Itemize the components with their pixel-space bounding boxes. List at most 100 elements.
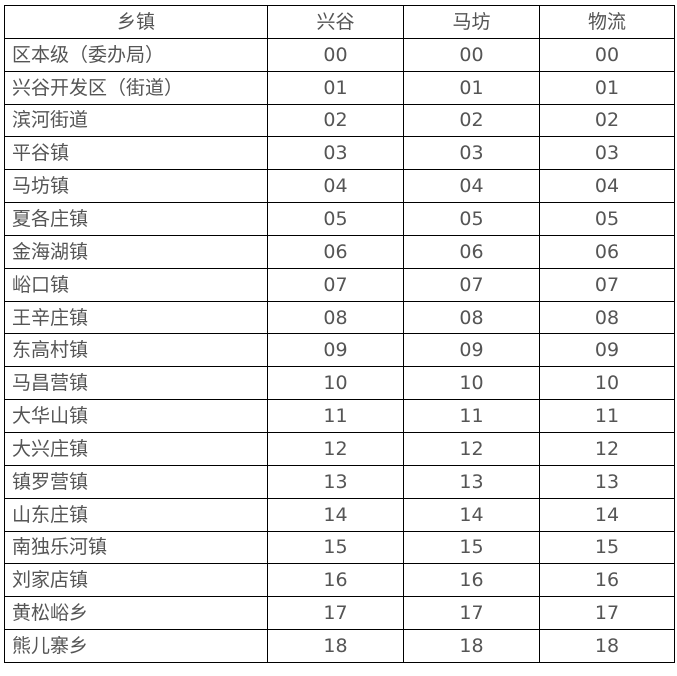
mafang-cell: 09: [403, 333, 540, 368]
table-row: 金海湖镇 06 06 06: [4, 234, 675, 269]
wuliu-cell: 08: [539, 300, 675, 335]
mafang-cell: 01: [403, 70, 540, 105]
mafang-cell: 08: [403, 300, 540, 335]
wuliu-cell: 17: [539, 596, 675, 631]
mafang-cell: 03: [403, 136, 540, 171]
xinggu-cell: 16: [267, 563, 404, 598]
township-cell: 大兴庄镇: [4, 431, 268, 466]
xinggu-cell: 17: [267, 596, 404, 631]
table-row: 山东庄镇 14 14 14: [4, 497, 675, 532]
mafang-cell: 07: [403, 267, 540, 302]
township-cell: 大华山镇: [4, 399, 268, 433]
table-row: 南独乐河镇 15 15 15: [4, 530, 675, 565]
table-row: 东高村镇 09 09 09: [4, 333, 675, 368]
table-row: 马坊镇 04 04 04: [4, 169, 675, 204]
header-row: 乡镇 兴谷 马坊 物流: [4, 5, 675, 39]
township-cell: 平谷镇: [4, 136, 268, 171]
xinggu-cell: 12: [267, 431, 404, 466]
table-row: 兴谷开发区（街道） 01 01 01: [4, 70, 675, 105]
mafang-cell: 00: [403, 37, 540, 72]
xinggu-cell: 18: [267, 629, 404, 663]
xinggu-cell: 05: [267, 202, 404, 236]
wuliu-cell: 18: [539, 629, 675, 663]
header-xinggu: 兴谷: [267, 5, 404, 39]
xinggu-cell: 14: [267, 497, 404, 532]
wuliu-cell: 09: [539, 333, 675, 368]
township-cell: 熊儿寨乡: [4, 629, 268, 663]
mafang-cell: 04: [403, 169, 540, 204]
xinggu-cell: 02: [267, 103, 404, 138]
mafang-cell: 15: [403, 530, 540, 565]
xinggu-cell: 15: [267, 530, 404, 565]
wuliu-cell: 03: [539, 136, 675, 171]
wuliu-cell: 11: [539, 399, 675, 433]
mafang-cell: 10: [403, 366, 540, 401]
township-cell: 兴谷开发区（街道）: [4, 70, 268, 105]
xinggu-cell: 10: [267, 366, 404, 401]
xinggu-cell: 00: [267, 37, 404, 72]
xinggu-cell: 03: [267, 136, 404, 171]
xinggu-cell: 08: [267, 300, 404, 335]
header-wuliu: 物流: [539, 5, 675, 39]
table-row: 大兴庄镇 12 12 12: [4, 431, 675, 466]
wuliu-cell: 00: [539, 37, 675, 72]
table-row: 峪口镇 07 07 07: [4, 267, 675, 302]
wuliu-cell: 07: [539, 267, 675, 302]
wuliu-cell: 10: [539, 366, 675, 401]
table-row: 黄松峪乡 17 17 17: [4, 596, 675, 631]
xinggu-cell: 07: [267, 267, 404, 302]
mafang-cell: 13: [403, 464, 540, 499]
mafang-cell: 11: [403, 399, 540, 433]
mafang-cell: 12: [403, 431, 540, 466]
township-cell: 金海湖镇: [4, 234, 268, 269]
mafang-cell: 17: [403, 596, 540, 631]
wuliu-cell: 04: [539, 169, 675, 204]
wuliu-cell: 12: [539, 431, 675, 466]
table-row: 王辛庄镇 08 08 08: [4, 300, 675, 335]
mafang-cell: 18: [403, 629, 540, 663]
header-mafang: 马坊: [403, 5, 540, 39]
wuliu-cell: 01: [539, 70, 675, 105]
wuliu-cell: 06: [539, 234, 675, 269]
wuliu-cell: 13: [539, 464, 675, 499]
xinggu-cell: 09: [267, 333, 404, 368]
township-cell: 马昌营镇: [4, 366, 268, 401]
township-cell: 王辛庄镇: [4, 300, 268, 335]
code-table: 乡镇 兴谷 马坊 物流 区本级（委办局） 00 00 00 兴谷开发区（街道） 01 01 0…: [4, 5, 675, 663]
township-cell: 东高村镇: [4, 333, 268, 368]
xinggu-cell: 06: [267, 234, 404, 269]
township-cell: 山东庄镇: [4, 497, 268, 532]
table-row: 熊儿寨乡 18 18 18: [4, 629, 675, 663]
mafang-cell: 05: [403, 202, 540, 236]
township-cell: 滨河街道: [4, 103, 268, 138]
mafang-cell: 14: [403, 497, 540, 532]
table-row: 刘家店镇 16 16 16: [4, 563, 675, 598]
table-row: 马昌营镇 10 10 10: [4, 366, 675, 401]
xinggu-cell: 01: [267, 70, 404, 105]
table-row: 区本级（委办局） 00 00 00: [4, 37, 675, 72]
xinggu-cell: 13: [267, 464, 404, 499]
mafang-cell: 16: [403, 563, 540, 598]
township-cell: 夏各庄镇: [4, 202, 268, 236]
township-cell: 镇罗营镇: [4, 464, 268, 499]
township-cell: 刘家店镇: [4, 563, 268, 598]
table-row: 夏各庄镇 05 05 05: [4, 202, 675, 236]
wuliu-cell: 14: [539, 497, 675, 532]
wuliu-cell: 02: [539, 103, 675, 138]
mafang-cell: 02: [403, 103, 540, 138]
xinggu-cell: 04: [267, 169, 404, 204]
xinggu-cell: 11: [267, 399, 404, 433]
wuliu-cell: 15: [539, 530, 675, 565]
wuliu-cell: 05: [539, 202, 675, 236]
table-row: 大华山镇 11 11 11: [4, 399, 675, 433]
township-cell: 马坊镇: [4, 169, 268, 204]
township-cell: 黄松峪乡: [4, 596, 268, 631]
wuliu-cell: 16: [539, 563, 675, 598]
header-township: 乡镇: [4, 5, 268, 39]
table-row: 滨河街道 02 02 02: [4, 103, 675, 138]
mafang-cell: 06: [403, 234, 540, 269]
table-row: 平谷镇 03 03 03: [4, 136, 675, 171]
township-cell: 峪口镇: [4, 267, 268, 302]
township-cell: 南独乐河镇: [4, 530, 268, 565]
township-cell: 区本级（委办局）: [4, 37, 268, 72]
